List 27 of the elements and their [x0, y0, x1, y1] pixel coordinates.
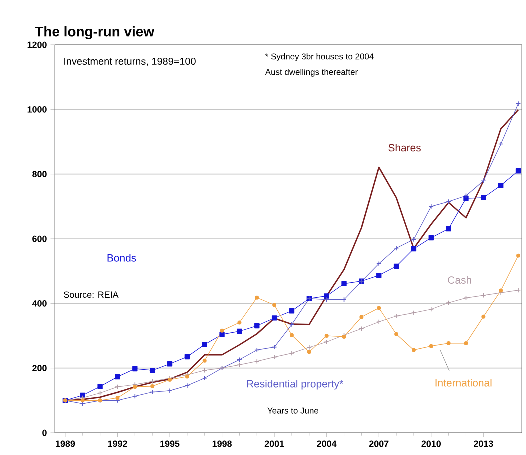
y-tick-label: 1200 [28, 42, 47, 48]
chart-title: The long-run view [35, 26, 155, 40]
annotation: * Sydney 3br houses to 2004 [266, 53, 374, 62]
annotation: Aust dwellings thereafter [265, 68, 358, 77]
text: International [436, 379, 492, 387]
y-tick-label: 0 [42, 430, 47, 436]
y-tick-label: 800 [32, 171, 47, 178]
x-tick-label: 1995 [160, 440, 180, 448]
y-tick-label: 200 [32, 365, 47, 372]
text: Bonds [108, 254, 136, 262]
x-tick-label: 2001 [264, 440, 284, 448]
annotation: Investment returns, 1989=100 [64, 58, 196, 66]
y-tick-label: 1000 [28, 106, 47, 113]
x-tick-label: 2013 [474, 440, 494, 448]
x-tick-label: 2010 [422, 440, 441, 448]
x-tick-label: 1989 [56, 440, 76, 448]
x-tick-label: 1992 [108, 440, 128, 448]
y-tick-label: 600 [32, 236, 47, 242]
series-label: Cash [448, 276, 472, 284]
series-label: Residential property* [247, 380, 344, 390]
y-tick-label: 400 [32, 300, 47, 307]
x-tick-label: 1998 [212, 440, 232, 448]
annotation: Source: REIA [64, 292, 119, 298]
x-axis-title: Years to June [268, 408, 319, 414]
series-label: Shares [388, 144, 421, 152]
x-tick-label: 2007 [369, 440, 389, 448]
x-tick-label: 2004 [317, 440, 337, 448]
